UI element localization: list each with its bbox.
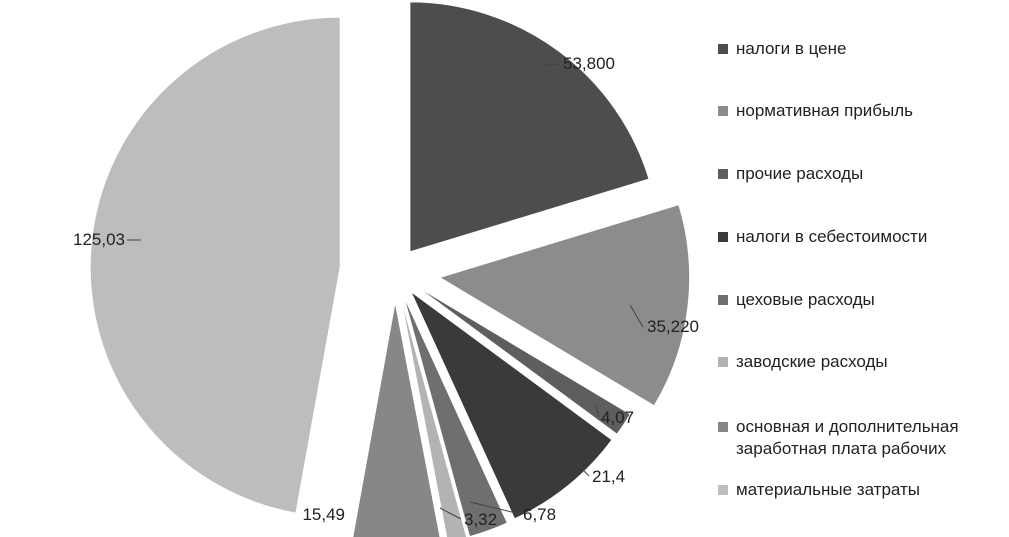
legend-swatch xyxy=(718,44,728,54)
legend-item-8: материальные затраты xyxy=(718,479,1006,501)
legend-item-2: нормативная прибыль xyxy=(718,100,1006,122)
legend-item-7: основная и дополнительная заработная пла… xyxy=(718,416,1006,460)
leader-line-6 xyxy=(439,507,462,520)
data-label-6: 3,32 xyxy=(464,510,497,529)
data-label-7: 15,49 xyxy=(302,505,345,524)
pie-slice-1 xyxy=(409,1,650,253)
data-label-3: 4,07 xyxy=(601,408,634,427)
legend-label: прочие расходы xyxy=(736,164,864,183)
legend-label: нормативная прибыль xyxy=(736,101,914,120)
data-label-1: 53,800 xyxy=(563,54,615,73)
legend-swatch xyxy=(718,295,728,305)
legend-swatch xyxy=(718,169,728,179)
data-label-8: 125,03 xyxy=(73,230,125,249)
leader-line-3 xyxy=(595,404,600,418)
legend-swatch xyxy=(718,485,728,495)
pie-slice-2 xyxy=(438,203,691,407)
legend-label: материальные затраты xyxy=(736,480,920,499)
legend-item-4: налоги в себестоимости xyxy=(718,226,1006,248)
legend-item-1: налоги в цене xyxy=(718,38,1006,60)
pie-slice-4 xyxy=(409,289,613,520)
leader-line-1 xyxy=(539,63,561,67)
legend-swatch xyxy=(718,232,728,242)
legend-label: налоги в цене xyxy=(736,39,847,58)
legend-label: цеховые расходы xyxy=(736,290,875,309)
legend-item-6: заводские расходы xyxy=(718,351,1006,373)
pie-chart: 53,800 35,220 4,07 21,4 6,78 3,32 15,49 125,03 xyxy=(73,1,699,537)
legend-swatch xyxy=(718,106,728,116)
leader-line-4 xyxy=(574,461,590,477)
legend-swatch xyxy=(718,422,728,432)
data-label-4: 21,4 xyxy=(592,467,625,486)
leader-line-2 xyxy=(629,304,644,328)
pie-slice-7 xyxy=(352,301,441,537)
data-label-5: 6,78 xyxy=(523,505,556,524)
pie-slice-3 xyxy=(415,285,632,435)
leader-line-5 xyxy=(469,501,521,515)
legend-label: основная и дополнительная заработная пла… xyxy=(736,417,959,458)
pie-slice-8 xyxy=(89,16,341,514)
data-label-2: 35,220 xyxy=(647,317,699,336)
legend-item-5: цеховые расходы xyxy=(718,289,1006,311)
legend-label: налоги в себестоимости xyxy=(736,227,928,246)
legend-swatch xyxy=(718,357,728,367)
legend-item-3: прочие расходы xyxy=(718,163,1006,185)
legend: налоги в цене нормативная прибыль прочие р… xyxy=(718,0,1008,537)
legend-label: заводские расходы xyxy=(736,352,888,371)
